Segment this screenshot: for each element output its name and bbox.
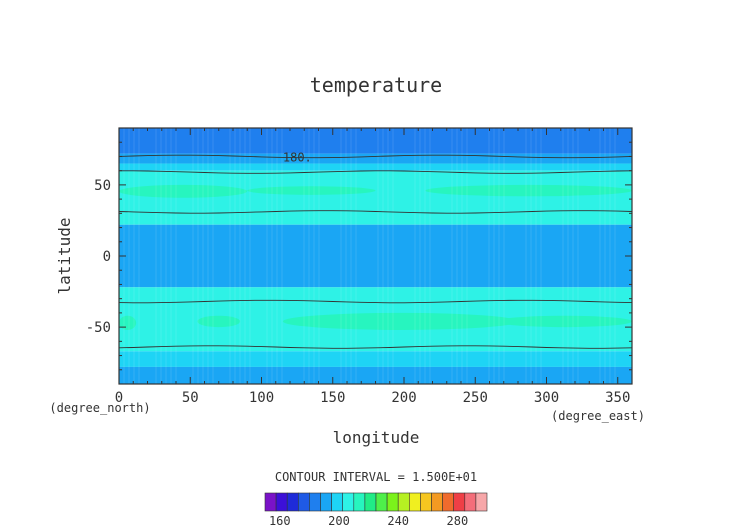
colorbar-tick-label: 240 — [387, 514, 409, 528]
x-axis-label: longitude — [333, 428, 420, 447]
x-tick-label: 150 — [320, 390, 345, 406]
heatmap-patch — [282, 312, 518, 330]
x-tick-label: 50 — [182, 390, 199, 406]
colorbar-tick-label: 200 — [328, 514, 350, 528]
colorbar-swatch — [275, 492, 288, 512]
colorbar-swatch — [331, 492, 344, 512]
heatmap-band — [119, 128, 632, 154]
heatmap-band — [119, 224, 632, 288]
x-tick-label: 250 — [463, 390, 488, 406]
heatmap-band — [119, 163, 632, 171]
plot-area: 180. 0 50 100 150 200 250 300 350 -50 0 50 — [86, 127, 633, 406]
colorbar-swatch — [364, 492, 377, 512]
colorbar-swatch — [297, 492, 310, 512]
contour-label: 180. — [283, 150, 312, 164]
x-tick-label: 200 — [391, 390, 416, 406]
colorbar-tick-label: 280 — [447, 514, 469, 528]
colorbar-swatch — [464, 492, 477, 512]
x-tick-label: 100 — [249, 390, 274, 406]
colorbar-swatch — [397, 492, 410, 512]
colorbar-swatch — [353, 492, 366, 512]
colorbar: 160 200 240 280 — [264, 492, 488, 528]
colorbar-swatch — [475, 492, 488, 512]
y-axis-label: latitude — [55, 217, 74, 294]
y-tick-label: 50 — [94, 178, 111, 194]
heatmap-patch — [197, 315, 241, 328]
contour-line — [118, 299, 633, 304]
colorbar-swatch — [420, 492, 432, 512]
heatmap-band — [119, 170, 632, 225]
chart-title: temperature — [310, 73, 442, 97]
x-tick-label: 300 — [534, 390, 559, 406]
heatmap-patch — [247, 186, 376, 195]
contour-line — [118, 154, 633, 159]
y-tick-label: 0 — [103, 249, 111, 265]
colorbar-swatch — [442, 492, 455, 512]
x-tick-label: 350 — [605, 390, 630, 406]
heatmap-band — [119, 153, 632, 164]
contour-line — [119, 170, 633, 174]
heatmap-band — [119, 351, 632, 367]
colorbar-swatch — [286, 492, 299, 512]
y-units-label: (degree_north) — [49, 401, 150, 415]
colorbar-swatch — [453, 492, 466, 512]
colorbar-swatch — [375, 492, 388, 512]
heatmap-patch — [425, 184, 632, 197]
colorbar-swatch — [408, 492, 421, 512]
x-tick-label: 0 — [115, 390, 123, 406]
colorbar-swatch — [342, 492, 355, 512]
contour-line — [118, 210, 633, 214]
contour-line — [118, 345, 633, 349]
colorbar-swatch — [309, 492, 321, 512]
contour-interval-text: CONTOUR INTERVAL = 1.500E+01 — [275, 470, 477, 484]
heatmap-band — [119, 366, 632, 384]
heatmap-patch — [119, 315, 137, 330]
heatmap-patch — [119, 184, 248, 198]
colorbar-swatch — [431, 492, 443, 512]
y-tick-label: -50 — [86, 320, 111, 336]
colorbar-tick-label: 160 — [269, 514, 291, 528]
x-units-label: (degree_east) — [551, 409, 645, 423]
colorbar-swatch — [320, 492, 332, 512]
heatmap-patch — [496, 315, 632, 328]
colorbar-swatch — [386, 492, 399, 512]
colorbar-swatch — [264, 492, 277, 512]
